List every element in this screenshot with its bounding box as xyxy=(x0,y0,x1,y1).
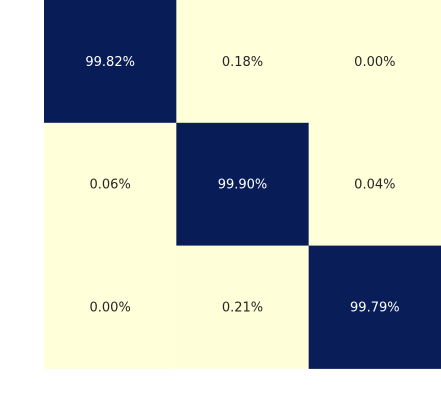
heatmap-cell-label-r1-c2: 0.04% xyxy=(354,178,395,193)
heatmap-cell-r1-c2 xyxy=(308,122,441,247)
heatmap-cell-label-r0-c2: 0.00% xyxy=(354,55,395,70)
heatmap-cell-labels: 99.82% 0.18% 0.00% 0.06% 99.90% 0.04% 0.00% 0.2… xyxy=(85,55,399,316)
heatmap-cell-label-r1-c0: 0.06% xyxy=(90,178,131,193)
heatmap-cell-r2-c2 xyxy=(308,245,441,369)
heatmap-cell-r2-c1 xyxy=(176,245,310,369)
heatmap-cell-label-r1-c1: 99.90% xyxy=(218,178,268,193)
heatmap-cell-r2-c0 xyxy=(44,245,177,369)
heatmap-cell-r1-c0 xyxy=(44,122,177,247)
heatmap-cell-label-r2-c1: 0.21% xyxy=(222,301,263,316)
heatmap-cell-label-r2-c2: 99.79% xyxy=(350,301,400,316)
heatmap-cell-label-r0-c1: 0.18% xyxy=(222,55,263,70)
heatmap-cell-r1-c1 xyxy=(176,122,310,247)
heatmap-cell-label-r0-c0: 99.82% xyxy=(85,55,135,70)
heatmap-cell-r0-c0 xyxy=(44,0,177,124)
heatmap-cell-label-r2-c0: 0.00% xyxy=(90,301,131,316)
heatmap-cell-r0-c1 xyxy=(176,0,310,124)
heatmap-cells xyxy=(44,0,441,369)
heatmap-cell-r0-c2 xyxy=(308,0,441,124)
